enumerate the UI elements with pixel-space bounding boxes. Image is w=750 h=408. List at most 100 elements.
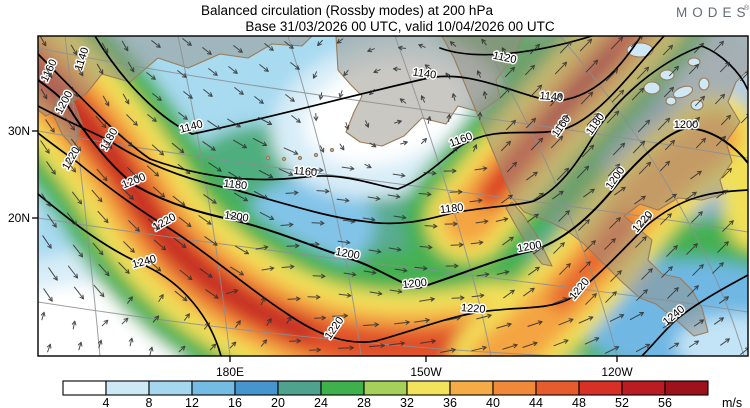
wind-arrow <box>290 62 300 70</box>
colorbar-tick-label: 8 <box>146 396 153 408</box>
wind-arrow <box>291 115 301 123</box>
wind-arrow <box>662 321 674 329</box>
wind-arrow <box>146 165 160 177</box>
colorbar-tick-label: 48 <box>572 396 586 408</box>
latitude-axis: 30N 20N <box>8 124 38 225</box>
wind-arrow <box>451 93 457 101</box>
wind-arrow <box>343 272 357 277</box>
wind-arrow <box>147 218 161 230</box>
colorbar-tick-label: 28 <box>357 396 371 408</box>
wind-arrow <box>445 263 459 269</box>
wind-arrow <box>610 36 624 50</box>
wind-arrow <box>719 296 729 304</box>
wind-arrow <box>580 91 594 105</box>
wind-arrow <box>611 89 625 103</box>
wind-arrow <box>259 212 275 220</box>
wind-arrow <box>669 65 679 77</box>
wind-arrow <box>45 67 53 79</box>
chart-title: Balanced circulation (Rossby modes) at 2… <box>201 3 493 18</box>
wind-arrow <box>177 163 191 175</box>
wind-arrow <box>500 87 510 99</box>
colorbar-segment <box>105 380 150 396</box>
wind-arrow <box>399 98 407 104</box>
wind-arrow <box>260 296 266 306</box>
wind-arrow <box>553 242 565 254</box>
wind-arrow <box>604 238 616 250</box>
wind-arrow <box>426 116 432 124</box>
wind-arrow <box>261 266 275 271</box>
wind-arrow <box>122 188 134 200</box>
wind-arrow <box>527 213 539 223</box>
wind-arrow <box>96 168 108 182</box>
wind-arrow <box>692 264 704 276</box>
wind-arrow <box>695 95 705 107</box>
contour-label-1140: 1140 <box>412 66 437 81</box>
colorbar-tick-label: 4 <box>103 396 110 408</box>
wind-arrow <box>286 316 292 324</box>
wind-arrow <box>605 68 619 82</box>
wind-arrow <box>336 38 344 44</box>
wind-arrow <box>151 144 165 156</box>
wind-arrow <box>660 213 672 225</box>
wind-arrow <box>229 341 237 349</box>
wind-arrow <box>228 171 242 181</box>
wind-arrow <box>549 93 563 107</box>
wind-arrow <box>690 116 700 128</box>
wind-arrow <box>235 245 249 255</box>
wind-arrow <box>481 38 487 46</box>
wind-arrow <box>657 117 671 131</box>
wind-arrow <box>264 43 274 51</box>
wind-arrow <box>663 44 673 56</box>
contour-label-1200: 1200 <box>674 119 698 131</box>
colorbar-segment <box>62 380 107 396</box>
wind-arrow <box>523 287 535 297</box>
wind-arrow <box>318 92 324 100</box>
wind-arrow <box>342 219 356 224</box>
wind-arrow <box>127 296 133 304</box>
wind-arrow <box>583 188 595 198</box>
wind-arrow <box>319 145 325 153</box>
wind-arrow <box>42 235 52 249</box>
wind-arrow <box>362 217 376 222</box>
wind-arrow <box>122 93 130 105</box>
wind-arrow <box>614 186 626 196</box>
wind-arrow <box>414 318 430 323</box>
contour-1160 <box>38 36 665 190</box>
contour-label-1120: 1120 <box>492 50 518 67</box>
wind-arrow <box>579 38 593 52</box>
wind-arrow <box>101 319 109 327</box>
contour-1240-east <box>641 274 748 356</box>
wind-arrow <box>634 195 646 205</box>
wind-arrow <box>312 71 318 79</box>
colorbar-segment <box>621 380 666 396</box>
wind-arrow <box>552 297 568 305</box>
wind-arrow <box>284 41 294 49</box>
lon-tick-label: 120W <box>601 365 633 379</box>
wind-arrow <box>419 244 433 250</box>
wind-arrow <box>73 286 85 300</box>
wind-arrow <box>281 264 295 270</box>
wind-arrow <box>475 219 489 224</box>
colorbar: 4 8 12 16 20 24 28 32 36 40 44 48 52 56 <box>62 380 709 408</box>
wind-arrow <box>234 87 244 95</box>
wind-arrow <box>309 347 321 353</box>
wind-arrow <box>151 40 161 48</box>
wind-arrow <box>584 337 600 345</box>
colorbar-segment <box>363 380 408 396</box>
wind-arrow <box>40 88 48 100</box>
colorbar-tick-label: 24 <box>314 396 328 408</box>
wind-arrow <box>393 215 407 220</box>
wind-arrow <box>101 136 113 150</box>
contour-label-1200: 1200 <box>516 239 542 255</box>
wind-arrow <box>558 318 574 326</box>
wind-arrow <box>227 118 241 128</box>
wind-arrow <box>173 237 187 249</box>
lat-tick-label: 20N <box>8 211 30 225</box>
wind-arrow <box>369 343 385 348</box>
colorbar-segment <box>492 380 537 396</box>
wind-arrow <box>691 211 703 223</box>
wind-arrow <box>578 219 590 231</box>
wind-arrow <box>612 142 626 156</box>
chart-subtitle: Base 31/03/2026 00 UTC, valid 10/04/2026… <box>245 19 554 34</box>
wind-arrow <box>445 315 461 321</box>
